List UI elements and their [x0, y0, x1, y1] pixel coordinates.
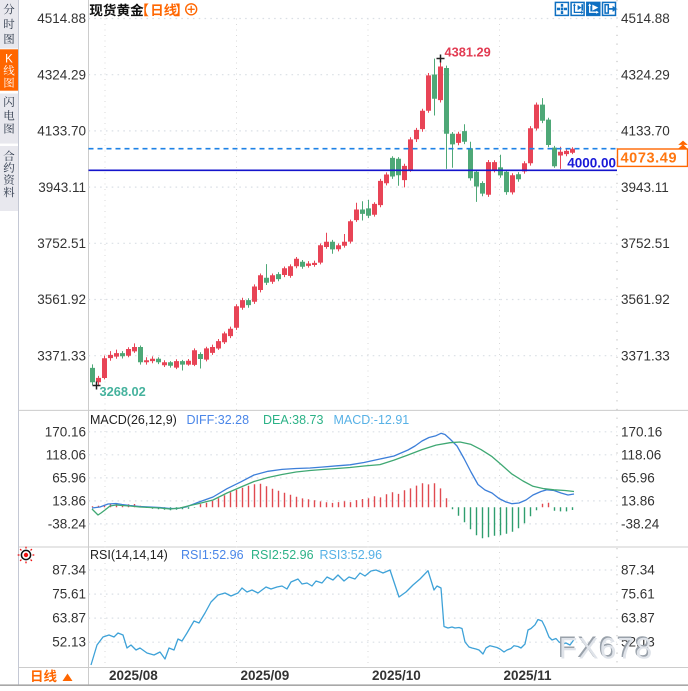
svg-text:170.16: 170.16 — [621, 424, 662, 439]
svg-text:63.87: 63.87 — [52, 611, 86, 626]
svg-text:RSI2:52.96: RSI2:52.96 — [251, 548, 314, 562]
svg-text:52.13: 52.13 — [621, 635, 655, 650]
svg-text:FX678: FX678 — [559, 633, 653, 666]
svg-text:4324.29: 4324.29 — [621, 67, 670, 82]
svg-text:DIFF:32.28: DIFF:32.28 — [187, 413, 250, 427]
svg-text:2025/09: 2025/09 — [241, 668, 290, 683]
svg-text:4133.70: 4133.70 — [37, 124, 86, 139]
svg-text:3943.11: 3943.11 — [621, 180, 669, 195]
svg-text:4000.00: 4000.00 — [567, 156, 616, 171]
svg-text:2025/08: 2025/08 — [109, 668, 158, 683]
svg-text:2025/11: 2025/11 — [504, 668, 553, 683]
svg-text:52.13: 52.13 — [52, 635, 86, 650]
svg-text:3561.92: 3561.92 — [621, 292, 670, 307]
svg-text:65.96: 65.96 — [52, 470, 86, 485]
svg-text:87.34: 87.34 — [621, 563, 655, 578]
svg-text:3752.51: 3752.51 — [621, 236, 670, 251]
svg-text:3752.51: 3752.51 — [37, 236, 86, 251]
svg-text:3268.02: 3268.02 — [100, 384, 146, 399]
svg-text:MACD(26,12,9): MACD(26,12,9) — [90, 413, 177, 427]
svg-text:4514.88: 4514.88 — [37, 11, 86, 26]
svg-text:2025/10: 2025/10 — [372, 668, 421, 683]
svg-text:K: K — [5, 53, 13, 65]
svg-text:DEA:38.73: DEA:38.73 — [263, 413, 324, 427]
svg-text:FX678: FX678 — [558, 631, 652, 664]
svg-text:4324.29: 4324.29 — [37, 67, 86, 82]
svg-text:3371.33: 3371.33 — [621, 348, 670, 363]
svg-text:13.86: 13.86 — [621, 493, 655, 508]
svg-text:75.61: 75.61 — [52, 587, 86, 602]
svg-text:4381.29: 4381.29 — [445, 45, 491, 60]
svg-text:3561.92: 3561.92 — [37, 292, 86, 307]
svg-text:3943.11: 3943.11 — [38, 180, 86, 195]
svg-text:75.61: 75.61 — [621, 587, 655, 602]
svg-text:RSI1:52.96: RSI1:52.96 — [181, 548, 244, 562]
svg-text:170.16: 170.16 — [45, 424, 86, 439]
svg-text:RSI3:52.96: RSI3:52.96 — [320, 548, 383, 562]
svg-text:87.34: 87.34 — [52, 563, 86, 578]
svg-text:-38.24: -38.24 — [621, 516, 660, 531]
svg-text:4133.70: 4133.70 — [621, 124, 670, 139]
svg-text:63.87: 63.87 — [621, 611, 655, 626]
svg-text:65.96: 65.96 — [621, 470, 655, 485]
svg-text:118.06: 118.06 — [46, 447, 86, 462]
svg-text:4514.88: 4514.88 — [621, 11, 670, 26]
svg-text:118.06: 118.06 — [621, 447, 661, 462]
svg-text:RSI(14,14,14): RSI(14,14,14) — [90, 548, 168, 562]
svg-text:-38.24: -38.24 — [48, 516, 87, 531]
svg-text:13.86: 13.86 — [52, 493, 86, 508]
svg-text:3371.33: 3371.33 — [37, 348, 86, 363]
svg-text:MACD:-12.91: MACD:-12.91 — [334, 413, 410, 427]
svg-text:4073.49: 4073.49 — [621, 151, 678, 167]
